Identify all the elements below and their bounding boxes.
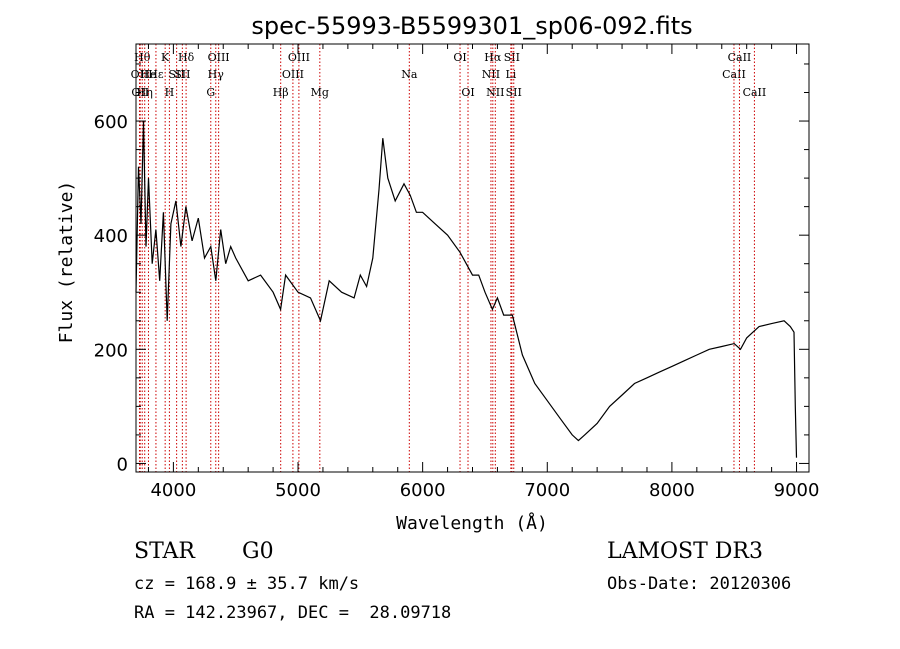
marker-label-0: OII — [131, 68, 149, 81]
marker-label-15: OIII — [282, 68, 304, 81]
object-subclass: G0 — [242, 539, 274, 564]
marker-label-19: OI — [453, 51, 466, 64]
x-tick-label-4000: 4000 — [150, 480, 196, 501]
marker-label-23: NII — [486, 86, 504, 99]
marker-label-2: Hθ — [134, 51, 151, 64]
marker-label-22: Hα — [484, 51, 502, 64]
marker-label-12: Hγ — [208, 68, 225, 81]
marker-label-27: CaII — [722, 68, 746, 81]
x-tick-label-8000: 8000 — [649, 480, 695, 501]
redshift-velocity: cz = 168.9 ± 35.7 km/s — [134, 574, 360, 594]
x-tick-label-9000: 9000 — [774, 480, 820, 501]
marker-label-21: NII — [482, 68, 500, 81]
y-axis-label: Flux (relative) — [56, 181, 77, 344]
y-tick-label-200: 200 — [94, 340, 128, 361]
marker-label-24: Li — [505, 68, 516, 81]
marker-label-28: CaII — [728, 51, 752, 64]
marker-label-6: K — [161, 51, 170, 64]
axis-ticks: 4000 5000 6000 7000 8000 9000 0 200 400 600 — [94, 44, 820, 501]
marker-label-16: OIII — [288, 51, 310, 64]
survey-name: LAMOST DR3 — [607, 539, 763, 564]
plot-frame — [135, 43, 810, 473]
spectrum-line — [135, 120, 798, 458]
marker-label-20: OI — [461, 86, 474, 99]
marker-label-9: SII — [174, 68, 190, 81]
marker-label-14: Hβ — [273, 86, 289, 99]
marker-label-10: Hδ — [178, 51, 195, 64]
spectrum-series — [135, 120, 798, 458]
chart-title: spec-55993-B5599301_sp06-092.fits — [251, 12, 692, 40]
marker-label-26: SII — [506, 86, 522, 99]
marker-label-8: SII — [169, 68, 185, 81]
marker-label-4: He — [140, 68, 156, 81]
marker-label-3: Hη — [137, 86, 153, 99]
marker-label-18: Na — [401, 68, 418, 81]
marker-label-5: Hε — [148, 68, 164, 81]
marker-label-13: OIII — [208, 51, 230, 64]
y-tick-label-600: 600 — [94, 112, 128, 133]
x-tick-label-7000: 7000 — [524, 480, 570, 501]
marker-label-25: SII — [504, 51, 520, 64]
x-axis-label: Wavelength (Å) — [396, 512, 548, 534]
observation-date: Obs-Date: 20120306 — [607, 574, 792, 594]
ra-dec-coordinates: RA = 142.23967, DEC = 28.09718 — [134, 603, 452, 623]
x-tick-label-6000: 6000 — [400, 480, 446, 501]
y-tick-label-0: 0 — [117, 454, 128, 475]
x-tick-label-5000: 5000 — [275, 480, 321, 501]
y-tick-label-400: 400 — [94, 226, 128, 247]
marker-label-11: G — [206, 86, 215, 99]
marker-label-17: Mg — [311, 86, 329, 99]
marker-label-7: H — [165, 86, 175, 99]
object-class: STAR — [134, 539, 195, 564]
line-markers: OIIOIIHθHηHeHεKHSIISIIHδGHγOIIIHβOIIIOII… — [131, 44, 767, 472]
marker-label-29: CaII — [743, 86, 767, 99]
